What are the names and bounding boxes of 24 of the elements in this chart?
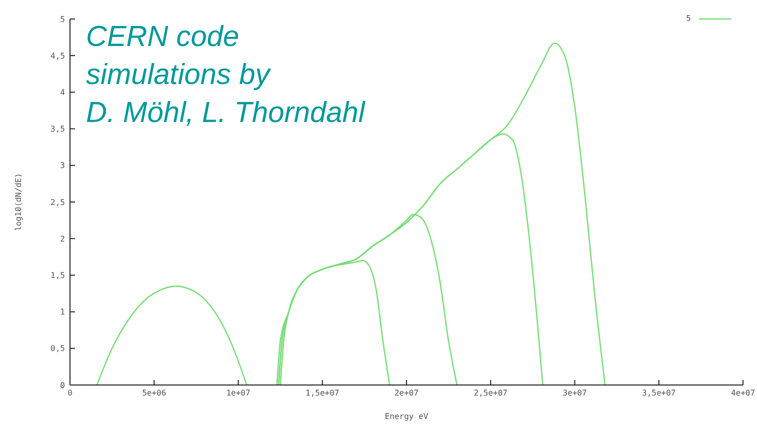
x-tick-label: 5e+06 (142, 388, 166, 398)
annotation: CERN code simulations by D. Möhl, L. Thorndahl (86, 20, 365, 131)
x-tick-label: 4e+07 (730, 388, 756, 398)
x-tick-label: 2,5e+07 (474, 388, 508, 398)
legend-label: 5 (686, 14, 691, 23)
x-tick-label: 2e+07 (394, 388, 419, 398)
y-tick-label: 3,5 (50, 124, 66, 134)
x-tick-label: 1,5e+07 (306, 388, 340, 398)
x-tick-label: 1e+07 (226, 388, 250, 398)
y-tick-label: 2 (60, 234, 66, 244)
x-axis-title: Energy eV (384, 412, 428, 421)
y-axis-title: log10(dN/dE) (14, 173, 23, 231)
y-tick-label: 1,5 (50, 271, 66, 280)
x-tick-label: 3e+07 (562, 388, 587, 398)
y-tick-label: 0,5 (50, 344, 66, 354)
y-tick-label: 4,5 (50, 51, 66, 60)
y-tick-label: 5 (60, 14, 66, 24)
y-tick-label: 0 (60, 380, 66, 390)
y-tick-label: 1 (60, 308, 66, 317)
y-tick-label: 3 (60, 161, 66, 170)
y-tick-label: 2,5 (50, 198, 66, 207)
x-tick-label: 3,5e+07 (642, 388, 676, 398)
y-tick-label: 4 (60, 88, 66, 98)
x-tick-label: 0 (68, 388, 73, 398)
